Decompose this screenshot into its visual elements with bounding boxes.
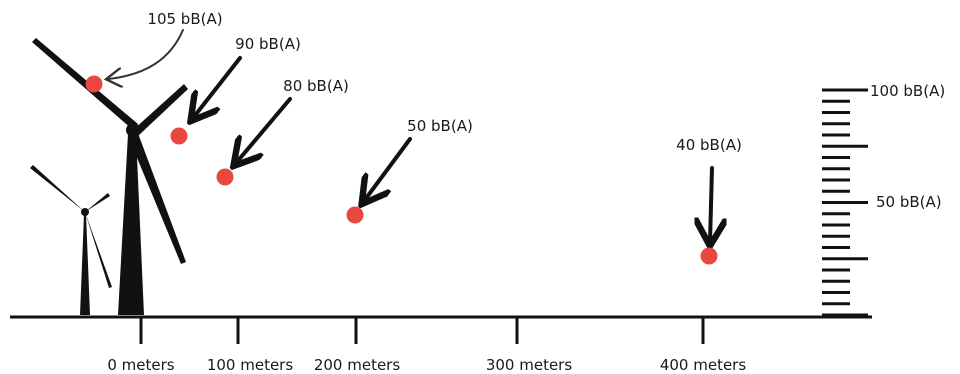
distance-labels: 0 meters 100 meters 200 meters 300 meters 40… — [107, 356, 746, 374]
pointer-arrow — [193, 56, 242, 118]
pointer-arrow — [236, 97, 292, 163]
noise-dot — [85, 75, 103, 93]
noise-dot — [700, 247, 718, 265]
noise-label: 105 bB(A) — [147, 10, 222, 28]
distance-label: 200 meters — [314, 356, 401, 374]
pointer-arrow — [364, 137, 412, 201]
decibel-scale — [822, 88, 868, 317]
distance-label: 400 meters — [660, 356, 747, 374]
noise-point: 80 bB(A) — [216, 77, 349, 186]
distance-label: 0 meters — [107, 356, 174, 374]
noise-point: 50 bB(A) — [346, 117, 473, 224]
scale-top-label: 100 bB(A) — [870, 82, 945, 100]
scale-mid-label: 50 bB(A) — [876, 193, 942, 211]
noise-points: 105 bB(A) 90 bB(A) 80 bB(A) 50 bB(A) 40 bB(A… — [85, 10, 742, 265]
large-wind-turbine — [32, 38, 188, 315]
pointer-arrow — [108, 29, 184, 79]
noise-label: 80 bB(A) — [283, 77, 349, 95]
noise-point: 90 bB(A) — [170, 35, 301, 145]
distance-label: 100 meters — [207, 356, 294, 374]
noise-label: 40 bB(A) — [676, 136, 742, 154]
noise-dot — [346, 206, 364, 224]
noise-label: 90 bB(A) — [235, 35, 301, 53]
noise-dot — [216, 168, 234, 186]
pointer-arrow — [710, 166, 712, 242]
noise-dot — [170, 127, 188, 145]
noise-point: 105 bB(A) — [85, 10, 223, 93]
distance-label: 300 meters — [486, 356, 573, 374]
distance-ticks — [139, 317, 705, 344]
noise-point: 40 bB(A) — [676, 136, 742, 265]
noise-label: 50 bB(A) — [407, 117, 473, 135]
small-wind-turbine — [30, 165, 112, 315]
